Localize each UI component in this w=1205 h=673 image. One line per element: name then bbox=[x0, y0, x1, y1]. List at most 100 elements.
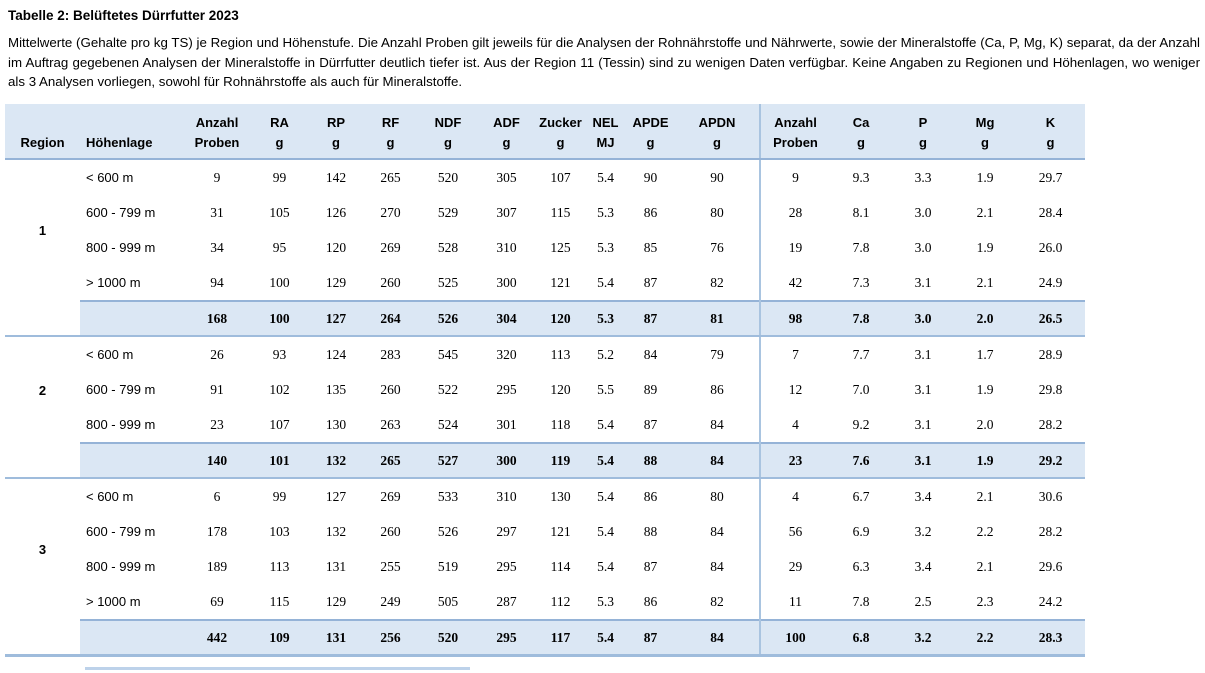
header-col-unit: g bbox=[675, 131, 760, 160]
altitude-cell: < 600 m bbox=[86, 170, 134, 185]
value-cell: 255 bbox=[380, 558, 401, 574]
header-col-unit: g bbox=[830, 131, 892, 160]
total-value-cell: 5.4 bbox=[585, 442, 626, 479]
value-cell: 3.4 bbox=[914, 558, 932, 574]
value-cell: 3.1 bbox=[914, 416, 932, 432]
value-cell: 121 bbox=[550, 523, 571, 539]
header-col-anzahl: Anzahl bbox=[185, 104, 249, 131]
value-cell: 5.4 bbox=[597, 169, 614, 185]
value-cell: 270 bbox=[380, 204, 401, 220]
value-cell: 115 bbox=[550, 204, 571, 220]
total-value-cell: 81 bbox=[675, 300, 760, 337]
value-cell: 5.5 bbox=[597, 381, 614, 397]
total-region-spacer bbox=[5, 301, 80, 337]
header-col-mg: Mg bbox=[954, 104, 1016, 131]
total-altitude-spacer bbox=[80, 619, 185, 657]
value-cell: 5.4 bbox=[597, 488, 614, 504]
value-cell: 528 bbox=[437, 239, 459, 255]
region-label: 1 bbox=[38, 223, 47, 238]
value-cell: 260 bbox=[380, 381, 401, 397]
value-cell: 526 bbox=[437, 523, 459, 539]
total-region-spacer bbox=[5, 443, 80, 479]
value-cell: 4 bbox=[759, 478, 830, 514]
total-value-cell: 88 bbox=[626, 442, 675, 479]
altitude-cell: 800 - 999 m bbox=[86, 240, 156, 255]
value-cell: 6.3 bbox=[852, 558, 870, 574]
total-value-cell: 520 bbox=[419, 619, 477, 657]
total-value-cell: 5.3 bbox=[585, 300, 626, 337]
value-cell: 115 bbox=[269, 593, 290, 609]
altitude-cell: > 1000 m bbox=[86, 275, 141, 290]
header-col-anzahl: Anzahl bbox=[759, 104, 830, 131]
value-cell: 31 bbox=[210, 204, 224, 220]
value-cell: 3.0 bbox=[914, 204, 932, 220]
data-row: 600 - 799 m 91 102 135 260 522 295 120 5.5 89 86 12… bbox=[5, 372, 1085, 407]
table-header: Anzahl RA RP RF NDF ADF Zucker NEL APDE APDN Anzah… bbox=[5, 104, 1085, 160]
total-value-cell: 127 bbox=[310, 300, 362, 337]
total-altitude-spacer bbox=[80, 300, 185, 337]
total-value-cell: 2.2 bbox=[954, 619, 1016, 657]
value-cell: 86 bbox=[643, 488, 658, 504]
value-cell: 80 bbox=[710, 488, 724, 504]
truncated-next-section-border bbox=[85, 667, 470, 670]
total-region-spacer bbox=[5, 620, 80, 657]
value-cell: 3.1 bbox=[914, 346, 932, 362]
value-cell: 529 bbox=[437, 204, 459, 220]
value-cell: 307 bbox=[496, 204, 517, 220]
value-cell: 178 bbox=[206, 523, 228, 539]
value-cell: 3.0 bbox=[914, 239, 932, 255]
total-value-cell: 168 bbox=[185, 300, 249, 337]
value-cell: 121 bbox=[550, 274, 571, 290]
header-col-ca: Ca bbox=[830, 104, 892, 131]
value-cell: 29.6 bbox=[1038, 558, 1063, 574]
value-cell: 84 bbox=[643, 346, 658, 362]
header-col-apde: APDE bbox=[626, 104, 675, 131]
header-col-unit: MJ bbox=[585, 131, 626, 160]
header-col-k: K bbox=[1016, 104, 1085, 131]
total-value-cell: 100 bbox=[249, 300, 310, 337]
region-total-row: 168 100 127 264 526 304 120 5.3 87 81 98 7.8 3.0 2.0 2… bbox=[5, 300, 1085, 337]
value-cell: 9 bbox=[759, 159, 830, 195]
header-row-labels: Region Höhenlage Proben g g g g g g MJ g g Proben g g g… bbox=[5, 131, 1085, 160]
header-col-unit: g bbox=[249, 131, 310, 160]
altitude-cell: > 1000 m bbox=[86, 594, 141, 609]
value-cell: 3.1 bbox=[914, 274, 932, 290]
value-cell: 12 bbox=[759, 372, 830, 407]
value-cell: 99 bbox=[272, 488, 287, 504]
table-body: 1 < 600 m 9 99 142 265 520 305 107 5.4 90 90 9 9.3 3.3… bbox=[5, 159, 1085, 657]
value-cell: 113 bbox=[269, 558, 290, 574]
value-cell: 102 bbox=[269, 381, 290, 397]
data-row: 1 < 600 m 9 99 142 265 520 305 107 5.4 90 90 9 9.3 3.3… bbox=[5, 159, 1085, 238]
total-value-cell: 109 bbox=[249, 619, 310, 657]
total-value-cell: 28.3 bbox=[1016, 619, 1085, 657]
data-row: 800 - 999 m 189 113 131 255 519 295 114 5.4 87 84 2… bbox=[5, 549, 1085, 584]
total-value-cell: 101 bbox=[249, 442, 310, 479]
value-cell: 88 bbox=[643, 523, 658, 539]
value-cell: 93 bbox=[272, 346, 287, 362]
value-cell: 295 bbox=[496, 558, 517, 574]
header-col-unit: g bbox=[362, 131, 419, 160]
value-cell: 130 bbox=[550, 488, 571, 504]
value-cell: 86 bbox=[643, 593, 658, 609]
total-value-cell: 87 bbox=[626, 619, 675, 657]
value-cell: 24.9 bbox=[1038, 274, 1063, 290]
total-value-cell: 527 bbox=[419, 442, 477, 479]
value-cell: 3.2 bbox=[914, 523, 932, 539]
value-cell: 26.0 bbox=[1038, 239, 1063, 255]
header-region-label: Region bbox=[5, 131, 80, 160]
value-cell: 2.1 bbox=[976, 558, 994, 574]
value-cell: 105 bbox=[269, 204, 290, 220]
value-cell: 56 bbox=[759, 514, 830, 549]
total-value-cell: 140 bbox=[185, 442, 249, 479]
value-cell: 505 bbox=[437, 593, 459, 609]
value-cell: 28.2 bbox=[1038, 416, 1063, 432]
total-value-cell: 2.0 bbox=[954, 300, 1016, 337]
total-value-cell: 98 bbox=[759, 300, 830, 337]
header-col-unit: g bbox=[954, 131, 1016, 160]
value-cell: 1.9 bbox=[976, 381, 994, 397]
value-cell: 28.4 bbox=[1038, 204, 1063, 220]
value-cell: 2.2 bbox=[976, 523, 994, 539]
header-col-unit: g bbox=[626, 131, 675, 160]
value-cell: 3.1 bbox=[914, 381, 932, 397]
value-cell: 69 bbox=[210, 593, 224, 609]
